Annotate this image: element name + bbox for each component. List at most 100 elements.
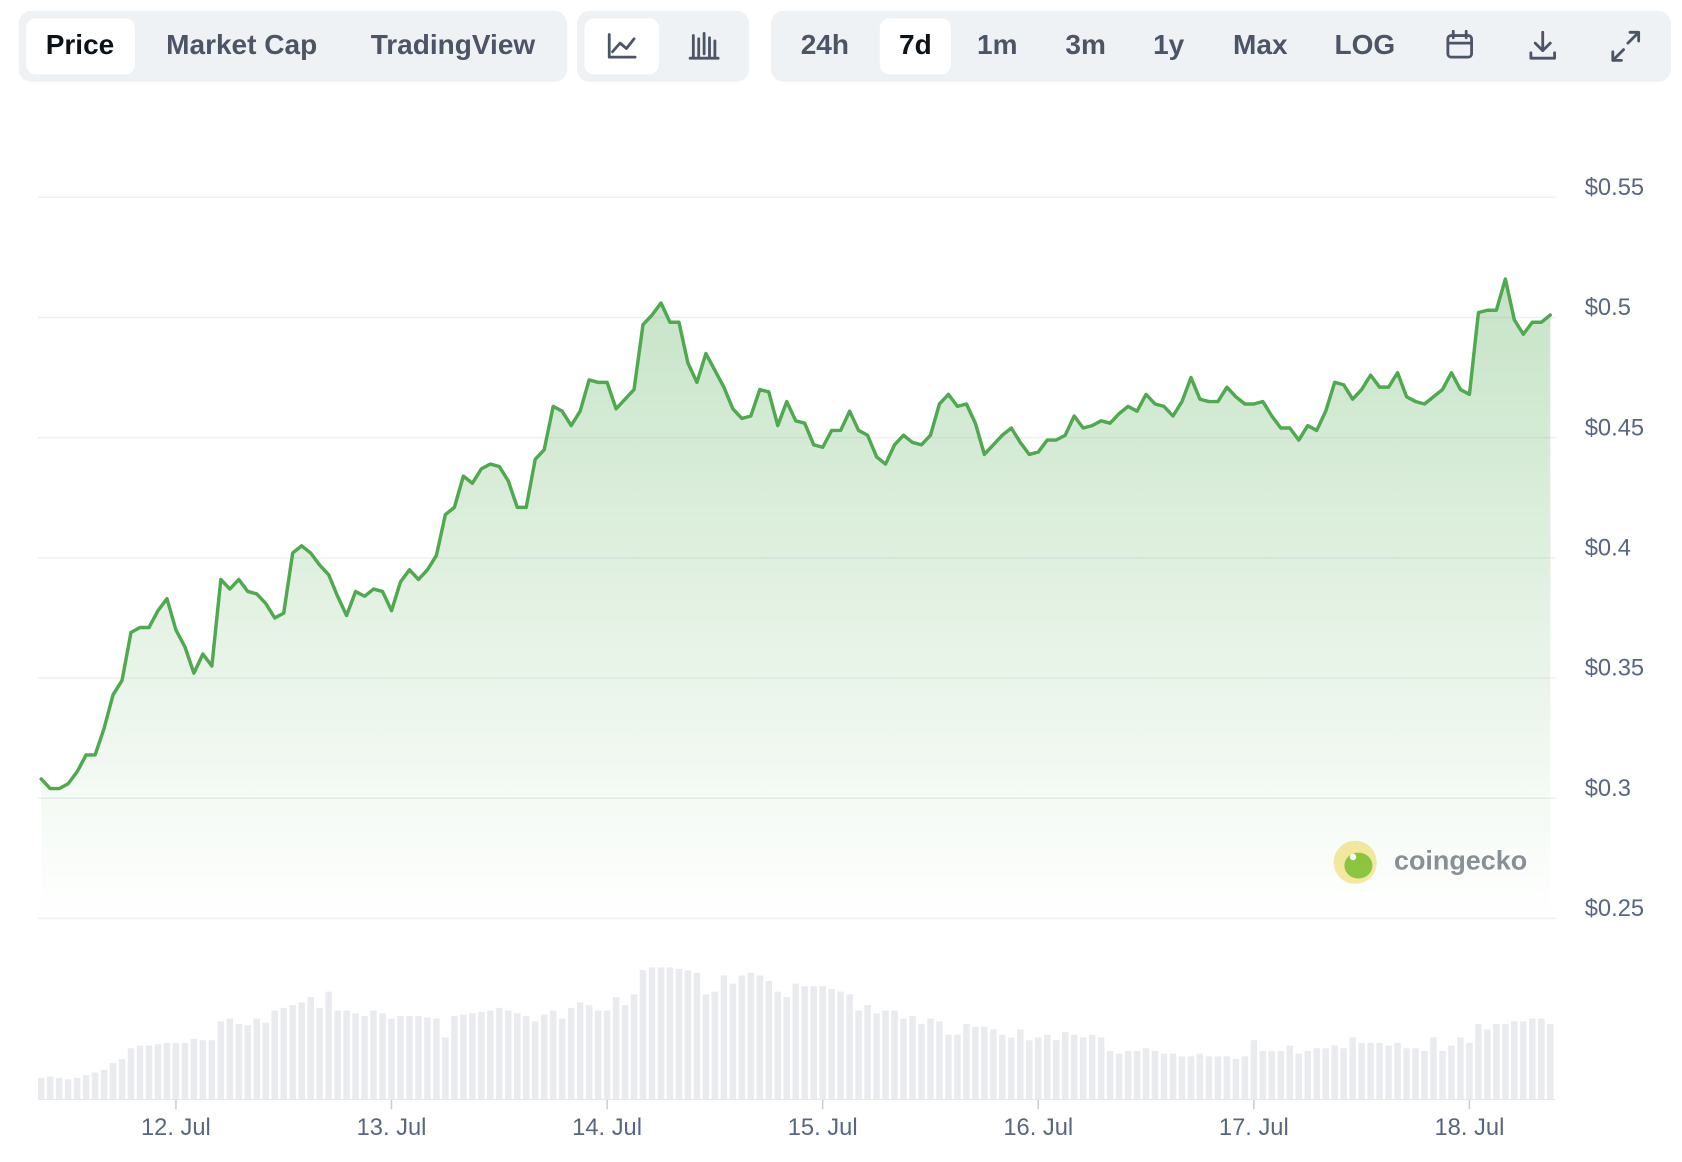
active-button: [879, 18, 951, 75]
volume-bar: [621, 1005, 629, 1100]
volume-bar: [1475, 1024, 1482, 1100]
area: [41, 278, 1551, 919]
range-button[interactable]: Max: [1233, 29, 1288, 60]
volume-bar: [639, 970, 647, 1100]
download-icon[interactable]: [1529, 30, 1556, 60]
volume-bar: [1295, 1053, 1302, 1100]
volume-bar: [1133, 1050, 1141, 1100]
candle-chart-icon[interactable]: [688, 32, 720, 60]
active-button: [26, 18, 135, 75]
volume-bar: [478, 1011, 485, 1100]
y-tick-label: $0.55: [1585, 175, 1644, 201]
volume-bar: [828, 988, 835, 1100]
y-tick-label: $0.4: [1585, 535, 1631, 561]
volume-bar: [1358, 1042, 1365, 1100]
range-button[interactable]: 24h: [801, 29, 849, 60]
volume-bar: [37, 1077, 45, 1100]
volume-bar: [244, 1025, 252, 1100]
volume-bar: [918, 1024, 925, 1100]
volume-bar: [217, 1021, 225, 1100]
volume-bar: [630, 994, 638, 1100]
x-tick-label: 17. Jul: [1219, 1115, 1289, 1141]
volume-bar: [1205, 1056, 1213, 1100]
fullscreen-icon[interactable]: [1611, 30, 1641, 62]
volume-bar: [316, 1007, 323, 1100]
volume-bar: [1142, 1048, 1150, 1100]
volume-bar: [1232, 1059, 1240, 1100]
volume-bar: [873, 1013, 880, 1100]
volume-bar: [145, 1045, 153, 1100]
volume-bar: [1241, 1056, 1249, 1100]
volume-bar: [936, 1021, 943, 1100]
volume-bar: [1511, 1021, 1518, 1100]
calendar-icon[interactable]: [1446, 29, 1473, 59]
x-tick-label: 16. Jul: [1003, 1115, 1073, 1141]
volume-bar: [442, 1037, 449, 1100]
line-chart-icon[interactable]: [607, 33, 637, 59]
volume-bar: [280, 1007, 287, 1100]
volume-bar: [531, 1021, 539, 1100]
view-button[interactable]: Market Cap: [166, 29, 317, 60]
volume-bar: [298, 1002, 305, 1100]
volume-bar: [136, 1045, 144, 1100]
view-button[interactable]: TradingView: [371, 29, 536, 60]
volume-bar: [648, 967, 656, 1100]
volume-bar: [118, 1059, 126, 1100]
volume-bar: [397, 1015, 404, 1100]
volume-bar: [100, 1069, 108, 1100]
volume-bar: [1187, 1056, 1195, 1100]
y-tick-label: $0.5: [1585, 295, 1631, 321]
volume-bar: [612, 997, 620, 1100]
volume-bar: [1097, 1037, 1105, 1100]
volume-bar: [657, 967, 665, 1100]
volume-bar: [792, 983, 799, 1100]
volume-bar: [864, 1005, 871, 1100]
volume-bar: [1124, 1050, 1132, 1100]
volume-bar: [1250, 1040, 1258, 1100]
volume-bar: [1484, 1029, 1491, 1100]
volume-bar: [594, 1010, 602, 1100]
volume-bar: [1079, 1037, 1087, 1100]
volume-bar: [1044, 1034, 1051, 1100]
volume-bar: [1259, 1050, 1267, 1100]
active-button: [584, 18, 659, 75]
volume-bar: [1529, 1018, 1536, 1100]
view-button[interactable]: Price: [46, 29, 115, 60]
volume-bar: [819, 986, 826, 1100]
volume-bar: [549, 1010, 557, 1100]
volume-bar: [433, 1018, 440, 1100]
volume-bar: [1169, 1053, 1177, 1100]
volume-bar: [1223, 1056, 1231, 1100]
volume-bar: [729, 983, 737, 1100]
volume-bar: [1052, 1040, 1060, 1100]
range-button[interactable]: LOG: [1335, 29, 1396, 60]
volume-bar: [855, 1010, 862, 1100]
volume-bar: [981, 1026, 988, 1100]
volume-bar: [801, 986, 808, 1100]
volume-bar: [1196, 1053, 1204, 1100]
volume-bar: [1106, 1050, 1114, 1100]
range-button[interactable]: 7d: [899, 29, 932, 60]
volume-bar: [109, 1063, 117, 1100]
volume-bar: [540, 1014, 548, 1100]
volume-bar: [424, 1017, 431, 1100]
range-button[interactable]: 1m: [977, 29, 1018, 60]
volume-bar: [1412, 1048, 1419, 1100]
volume-bar: [774, 991, 781, 1100]
volume-bar: [91, 1072, 99, 1100]
volume-bar: [666, 967, 674, 1100]
range-button[interactable]: 3m: [1065, 29, 1106, 60]
volume-bar: [154, 1044, 162, 1100]
volume-bar: [1376, 1042, 1383, 1100]
volume-bar: [846, 994, 853, 1100]
volume-bar: [172, 1042, 180, 1100]
volume-bar: [253, 1018, 260, 1100]
volume-bar: [1286, 1045, 1294, 1100]
volume-bar: [576, 1002, 584, 1100]
volume-bar: [1035, 1037, 1042, 1100]
volume-bar: [1538, 1018, 1545, 1100]
range-button[interactable]: 1y: [1153, 29, 1185, 60]
volume-bar: [1394, 1042, 1401, 1100]
volume-bar: [226, 1018, 234, 1100]
